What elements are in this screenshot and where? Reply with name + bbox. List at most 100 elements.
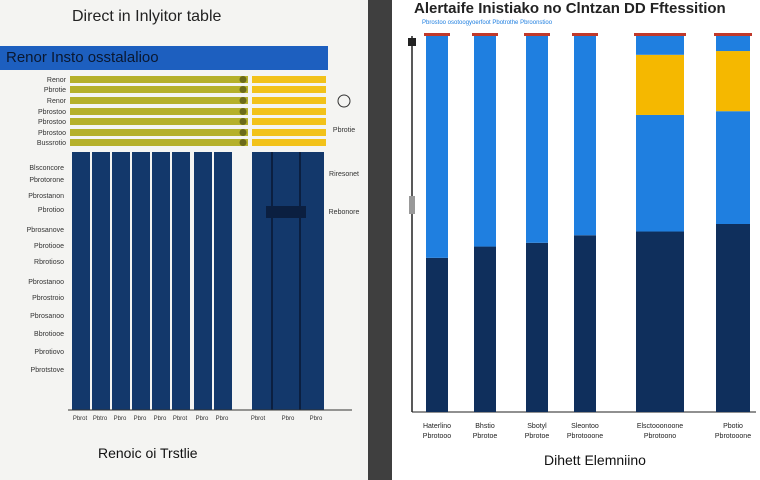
bottom-label: Pbro [310,416,323,422]
olive-bar [70,76,248,83]
bottom-label: Pbro [282,416,295,422]
bottom-label: Pbtro [93,416,108,422]
band-row-label: Pbrostoo [38,130,66,137]
y-axis-mark [409,196,415,214]
category-label: Pbrotoe [525,433,550,440]
band-row-label: Bussrotio [37,140,66,147]
bar-segment [636,231,684,412]
band-row-label: Renor [47,98,67,105]
yellow-bar [252,86,326,93]
bar-segment [716,36,750,52]
side-label: Rebonore [329,209,360,216]
bar-dot [239,139,247,146]
yellow-bar [252,139,326,146]
navy-column [194,152,212,410]
side-label: Riresonet [329,171,359,178]
yellow-bar [252,129,326,136]
category-label: Pbrotooone [715,433,751,440]
bar-segment [474,36,496,247]
row-label: Pbrotstove [31,367,65,374]
category-label: Pbrotoono [644,433,676,440]
bar-dot [239,108,247,115]
left-panel: Direct in Inlyitor table Renor Insto oss… [0,0,368,480]
bottom-label: Pbro [196,416,209,422]
bottom-label: Pbro [154,416,167,422]
bar-segment [716,51,750,112]
chart-title: Alertaife Inistiako no Clntzan DD Fftess… [414,0,726,17]
chart-subtitle: Pbrostoo osotoogyoerfoot Pbotrothe Pbroo… [422,20,553,26]
olive-bar [70,139,248,146]
bar-segment [574,36,596,236]
bar-segment [716,111,750,224]
side-marker [337,94,351,108]
row-label: Blsconcore [29,165,64,172]
y-axis-cap [408,38,416,46]
bottom-label: Pbro [114,416,127,422]
category-label: Pbrotooo [423,433,452,440]
navy-band [266,206,306,218]
category-label: Pbrotoe [473,433,498,440]
navy-block [252,152,324,410]
category-label: Pbrotooone [567,433,603,440]
bar-segment [636,54,684,115]
navy-column [172,152,190,410]
bottom-label: Pbrot [173,416,188,422]
bar-segment [474,246,496,412]
row-label: Pbrosanoo [30,313,64,320]
bar-segment [526,36,548,243]
x-axis-title: Dihett Elemniino [544,452,646,468]
row-label: Pbrotiooe [34,243,64,250]
navy-column [214,152,232,410]
bottom-label: Pbrot [251,416,266,422]
row-label: Pbrostanoo [28,279,64,286]
navy-column [152,152,170,410]
left-chart: Renor Pbrotie Renor Pbrostoo Pbrostoo Pbrosto… [27,76,360,422]
bar-dot [239,118,247,125]
row-label: Rbrotioso [34,259,64,266]
band-row-label: Pbrotie [44,87,66,94]
bar-cap [524,33,550,36]
row-label: Pbrotorone [29,177,64,184]
left-band-title: Renor Insto osstalalioo [6,49,159,66]
olive-bar [70,129,248,136]
navy-column [112,152,130,410]
left-footer: Renoic oi Trstlie [98,445,198,461]
navy-column [92,152,110,410]
band-row-label: Pbrostoo [38,119,66,126]
category-label: Elsctooonoone [637,423,683,430]
olive-bar [70,118,248,125]
bar-dot [239,97,247,104]
olive-bar [70,86,248,93]
bar-segment [574,235,596,412]
row-label: Pbrostanon [28,193,64,200]
category-label: Sleontoo [571,423,599,430]
side-label: Pbrotie [333,127,355,134]
bottom-label: Pbro [134,416,147,422]
navy-column [132,152,150,410]
bar-cap [572,33,598,36]
category-label: Pbotio [723,423,743,430]
row-label: Pbrotioo [38,207,64,214]
olive-bar [70,108,248,115]
yellow-bar [252,118,326,125]
row-label: Pbrosanove [27,227,64,234]
bar-segment [426,36,448,258]
navy-column [72,152,90,410]
right-panel: Alertaife Inistiako no Clntzan DD Fftess… [392,0,760,480]
category-label: Bhstio [475,423,495,430]
band-row-label: Pbrostoo [38,109,66,116]
bar-dot [239,129,247,136]
row-label: Pbrotiovo [34,349,64,356]
bar-segment [526,242,548,412]
left-title: Direct in Inlyitor table [72,8,222,25]
bar-cap [472,33,498,36]
category-label: Sbotyl [527,423,547,430]
bar-segment [636,36,684,55]
bar-segment [716,224,750,412]
bar-cap [714,33,752,36]
yellow-bar [252,97,326,104]
stacked-bar-chart: Haterlino Pbrotooo Bhstio Pbrotoe Sbotyl Pbro… [408,33,756,440]
row-label: Bbrotiooe [34,331,64,338]
bar-segment [636,114,684,232]
olive-bar [70,97,248,104]
